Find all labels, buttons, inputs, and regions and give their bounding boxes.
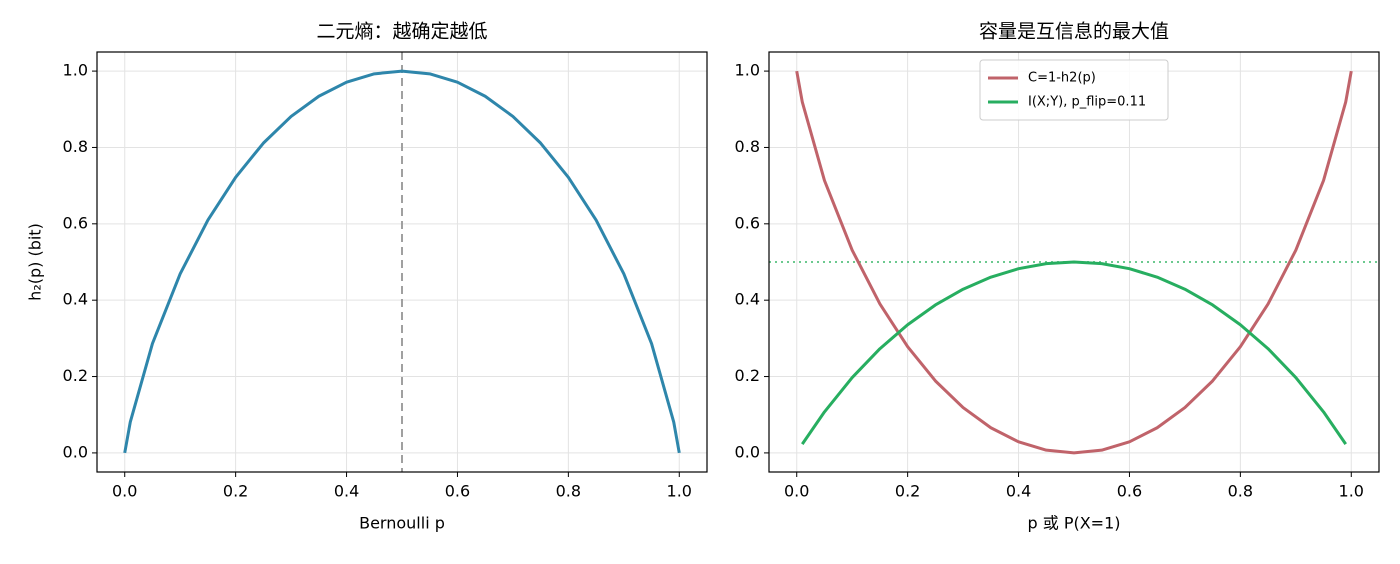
data-line (123, 69, 681, 454)
chart-title: 容量是互信息的最大值 (979, 21, 1169, 43)
y-tick-label: 0.0 (63, 442, 88, 461)
y-tick-label: 1.0 (63, 61, 88, 80)
y-tick-label: 0.8 (735, 137, 760, 156)
y-tick-label: 0.2 (63, 366, 88, 385)
y-axis-label: h₂(p) (bit) (26, 223, 45, 301)
y-tick-label: 0.2 (735, 366, 760, 385)
x-tick-label: 0.4 (334, 482, 359, 501)
plot-frame (96, 51, 708, 473)
legend-label: I(X;Y), p_flip=0.11 (1028, 95, 1146, 110)
x-tick-label: 1.0 (1339, 482, 1364, 501)
x-tick-label: 0.0 (784, 482, 809, 501)
x-tick-label: 0.8 (556, 482, 581, 501)
x-axis-label: p 或 P(X=1) (1027, 514, 1120, 533)
data-line (795, 70, 1353, 455)
x-tick-label: 0.8 (1228, 482, 1253, 501)
legend-box (979, 59, 1169, 121)
x-tick-label: 0.6 (445, 482, 470, 501)
x-tick-label: 0.2 (895, 482, 920, 501)
x-tick-label: 0.4 (1006, 482, 1031, 501)
chart-title: 二元熵：越确定越低 (316, 21, 487, 43)
y-tick-label: 0.4 (735, 290, 760, 309)
x-tick-label: 0.2 (223, 482, 248, 501)
legend-label: C=1-h2(p) (1028, 71, 1096, 86)
y-tick-label: 0.6 (63, 213, 88, 232)
y-tick-label: 0.4 (63, 290, 88, 309)
y-tick-label: 0.6 (735, 213, 760, 232)
y-tick-label: 1.0 (735, 61, 760, 80)
x-tick-label: 1.0 (667, 482, 692, 501)
x-tick-label: 0.0 (112, 482, 137, 501)
y-tick-label: 0.8 (63, 137, 88, 156)
legend: C=1-h2(p) I(X;Y), p_flip=0.11 (979, 59, 1169, 121)
data-line (801, 260, 1347, 445)
x-tick-label: 0.6 (1117, 482, 1142, 501)
plot-frame (768, 51, 1380, 473)
y-tick-label: 0.0 (735, 442, 760, 461)
x-axis-label: Bernoulli p (359, 514, 445, 533)
